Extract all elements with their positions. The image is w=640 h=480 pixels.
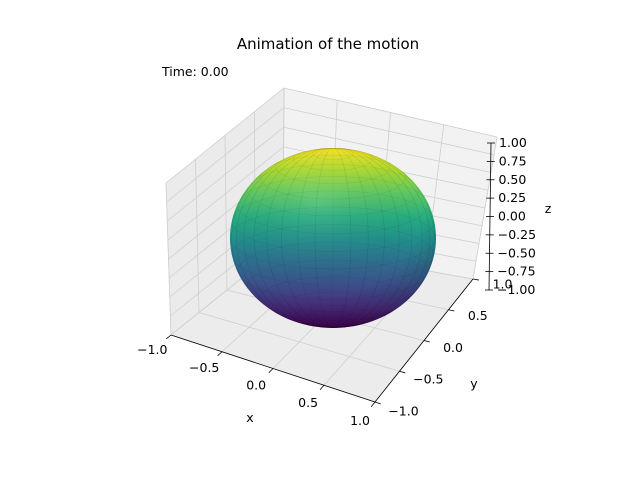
y-tick-label: 0.5: [468, 308, 488, 323]
z-tick-label: 1.00: [499, 135, 527, 150]
y-gridline-floor: [198, 312, 400, 372]
y-tick-label: −0.5: [413, 372, 443, 387]
z-tick-label: 0.75: [499, 153, 527, 168]
z-tick-label: −1.00: [497, 282, 535, 297]
sphere-surface: [230, 148, 436, 328]
z-tick-label: −0.25: [498, 227, 536, 242]
x-tick-label: 0.5: [298, 395, 318, 410]
x-tick-label: 0.0: [246, 378, 266, 393]
y-tick-mark: [448, 309, 455, 312]
sphere-shading: [230, 148, 436, 328]
z-axis-label: z: [545, 201, 552, 216]
z-tick-label: −0.50: [498, 245, 536, 260]
y-tick-mark: [374, 401, 381, 405]
y-tick-mark: [472, 278, 479, 281]
time-annotation: Time: 0.00: [161, 64, 229, 79]
y-axis-label: y: [470, 376, 478, 391]
y-tick-label: −1.0: [388, 403, 418, 418]
x-tick-mark: [217, 351, 223, 357]
z-gridline: [166, 126, 492, 222]
x-tick-mark: [370, 401, 376, 407]
x-tick-mark: [319, 384, 325, 391]
x-tick-mark: [268, 368, 274, 374]
z-tick-label: 0.25: [498, 190, 526, 205]
y-tick-label: 1.0: [493, 276, 513, 291]
y-tick-label: 0.0: [443, 340, 463, 355]
y-tick-mark: [399, 370, 406, 374]
z-gridline: [167, 146, 489, 241]
z-tick-label: 0.50: [499, 172, 527, 187]
z-gridline: [165, 87, 498, 184]
x-tick-mark: [166, 334, 172, 340]
axis-ticks: −1.0−0.50.00.51.0−1.0−0.50.00.51.0−1.00−…: [137, 135, 536, 428]
chart-title: Animation of the motion: [237, 35, 419, 53]
x-tick-label: −1.0: [137, 342, 167, 357]
y-tick-mark: [423, 340, 430, 343]
x-axis-label: x: [246, 410, 253, 425]
z-tick-label: −0.75: [497, 264, 535, 279]
z-tick-label: 0.00: [498, 209, 526, 224]
x-tick-label: 1.0: [350, 413, 370, 428]
x-tick-label: −0.5: [189, 360, 219, 375]
z-gridline: [166, 107, 495, 203]
